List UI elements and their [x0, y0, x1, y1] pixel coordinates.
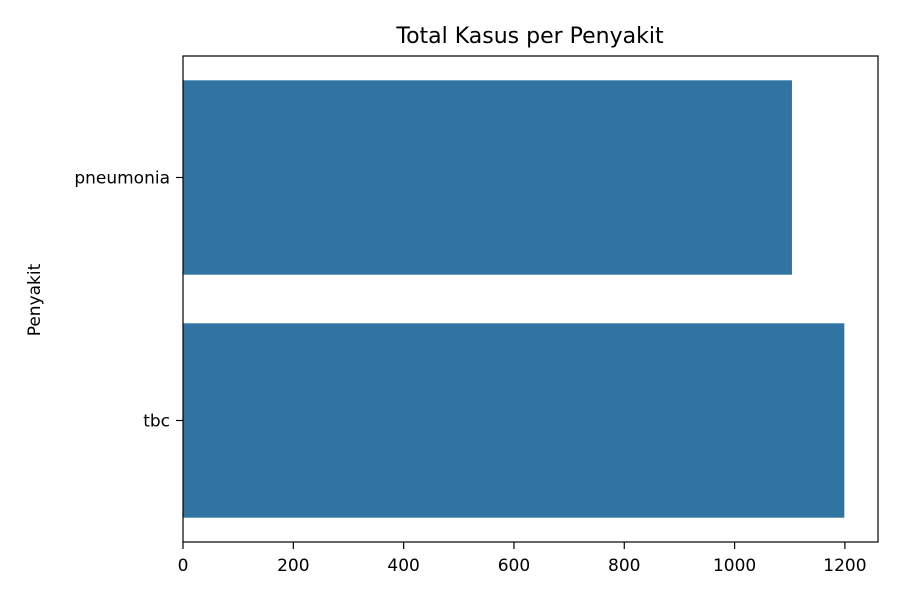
- bars-layer: [183, 80, 845, 518]
- bar-pneumonia: [183, 80, 792, 275]
- x-tick-label: 0: [178, 556, 189, 576]
- x-tick-label: 400: [387, 556, 419, 576]
- chart-title: Total Kasus per Penyakit: [395, 24, 664, 49]
- x-tick-label: 600: [498, 556, 530, 576]
- x-tick-label: 1000: [713, 556, 756, 576]
- y-axis-label: Penyakit: [25, 263, 45, 336]
- plot-frame: [182, 55, 879, 543]
- x-tick-label: 1200: [823, 556, 866, 576]
- x-tick-label: 200: [277, 556, 309, 576]
- y-tick-label: pneumonia: [74, 169, 170, 189]
- x-tick-label: 800: [608, 556, 640, 576]
- x-axis: 0 200 400 600 800 1000 1200: [178, 542, 867, 576]
- bar-tbc: [183, 323, 845, 518]
- y-axis: pneumonia tbc: [74, 169, 183, 432]
- y-tick-label: tbc: [143, 412, 170, 432]
